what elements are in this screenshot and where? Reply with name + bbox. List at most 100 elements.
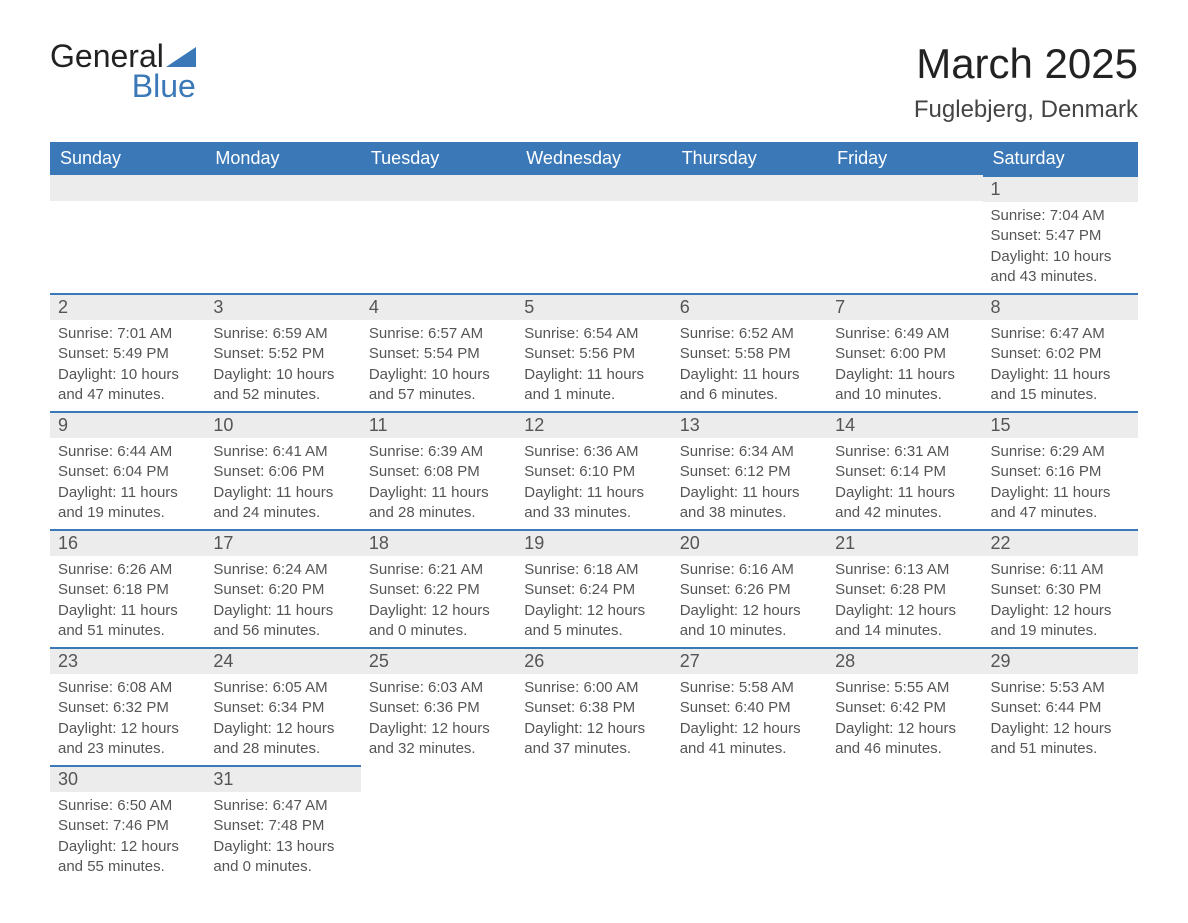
day-body bbox=[516, 201, 671, 211]
calendar-cell: 2Sunrise: 7:01 AMSunset: 5:49 PMDaylight… bbox=[50, 293, 205, 411]
weekday-header: Saturday bbox=[983, 142, 1138, 175]
day-number: 1 bbox=[983, 175, 1138, 202]
day-body: Sunrise: 6:59 AMSunset: 5:52 PMDaylight:… bbox=[205, 320, 360, 411]
calendar-cell: 1Sunrise: 7:04 AMSunset: 5:47 PMDaylight… bbox=[983, 175, 1138, 293]
day-line: Sunset: 6:20 PM bbox=[213, 580, 352, 600]
day-number: 30 bbox=[50, 765, 205, 792]
day-body bbox=[983, 791, 1138, 801]
day-line: Sunrise: 6:47 AM bbox=[991, 324, 1130, 344]
logo: General Blue bbox=[50, 40, 196, 102]
day-line: Sunrise: 6:31 AM bbox=[835, 442, 974, 462]
calendar-cell: 9Sunrise: 6:44 AMSunset: 6:04 PMDaylight… bbox=[50, 411, 205, 529]
day-line: Sunset: 6:02 PM bbox=[991, 344, 1130, 364]
day-line: Sunrise: 6:57 AM bbox=[369, 324, 508, 344]
day-body: Sunrise: 6:50 AMSunset: 7:46 PMDaylight:… bbox=[50, 792, 205, 883]
day-line: Sunset: 6:12 PM bbox=[680, 462, 819, 482]
day-number: 18 bbox=[361, 529, 516, 556]
weekday-header: Friday bbox=[827, 142, 982, 175]
day-line: Sunset: 6:30 PM bbox=[991, 580, 1130, 600]
day-line: Daylight: 11 hours and 15 minutes. bbox=[991, 365, 1130, 406]
day-line: Sunset: 7:48 PM bbox=[213, 816, 352, 836]
day-line: Daylight: 12 hours and 14 minutes. bbox=[835, 601, 974, 642]
day-number: 12 bbox=[516, 411, 671, 438]
calendar-row: 30Sunrise: 6:50 AMSunset: 7:46 PMDayligh… bbox=[50, 765, 1138, 883]
calendar-cell: 4Sunrise: 6:57 AMSunset: 5:54 PMDaylight… bbox=[361, 293, 516, 411]
day-body: Sunrise: 6:03 AMSunset: 6:36 PMDaylight:… bbox=[361, 674, 516, 765]
calendar-row: 9Sunrise: 6:44 AMSunset: 6:04 PMDaylight… bbox=[50, 411, 1138, 529]
day-line: Sunrise: 5:55 AM bbox=[835, 678, 974, 698]
calendar-cell: 5Sunrise: 6:54 AMSunset: 5:56 PMDaylight… bbox=[516, 293, 671, 411]
weekday-header: Monday bbox=[205, 142, 360, 175]
day-line: Daylight: 11 hours and 24 minutes. bbox=[213, 483, 352, 524]
day-line: Sunset: 5:58 PM bbox=[680, 344, 819, 364]
day-line: Sunrise: 7:01 AM bbox=[58, 324, 197, 344]
day-line: Sunrise: 6:52 AM bbox=[680, 324, 819, 344]
calendar-cell: 15Sunrise: 6:29 AMSunset: 6:16 PMDayligh… bbox=[983, 411, 1138, 529]
calendar-cell bbox=[672, 765, 827, 883]
day-number: 27 bbox=[672, 647, 827, 674]
day-number: 17 bbox=[205, 529, 360, 556]
calendar-cell bbox=[361, 765, 516, 883]
day-line: Sunrise: 6:41 AM bbox=[213, 442, 352, 462]
day-number: 13 bbox=[672, 411, 827, 438]
day-line: Daylight: 10 hours and 43 minutes. bbox=[991, 247, 1130, 288]
day-body bbox=[672, 201, 827, 211]
calendar-row: 2Sunrise: 7:01 AMSunset: 5:49 PMDaylight… bbox=[50, 293, 1138, 411]
day-body: Sunrise: 7:01 AMSunset: 5:49 PMDaylight:… bbox=[50, 320, 205, 411]
day-number bbox=[672, 765, 827, 791]
day-line: Daylight: 12 hours and 19 minutes. bbox=[991, 601, 1130, 642]
logo-text-blue: Blue bbox=[50, 70, 196, 102]
day-number: 2 bbox=[50, 293, 205, 320]
day-line: Daylight: 11 hours and 56 minutes. bbox=[213, 601, 352, 642]
calendar-cell: 14Sunrise: 6:31 AMSunset: 6:14 PMDayligh… bbox=[827, 411, 982, 529]
day-line: Sunrise: 6:26 AM bbox=[58, 560, 197, 580]
calendar-cell: 30Sunrise: 6:50 AMSunset: 7:46 PMDayligh… bbox=[50, 765, 205, 883]
calendar-cell: 12Sunrise: 6:36 AMSunset: 6:10 PMDayligh… bbox=[516, 411, 671, 529]
day-body: Sunrise: 6:54 AMSunset: 5:56 PMDaylight:… bbox=[516, 320, 671, 411]
calendar-cell: 29Sunrise: 5:53 AMSunset: 6:44 PMDayligh… bbox=[983, 647, 1138, 765]
day-line: Sunset: 6:00 PM bbox=[835, 344, 974, 364]
title-block: March 2025 Fuglebjerg, Denmark bbox=[914, 40, 1138, 124]
day-line: Sunrise: 6:49 AM bbox=[835, 324, 974, 344]
day-line: Sunset: 6:22 PM bbox=[369, 580, 508, 600]
day-number: 8 bbox=[983, 293, 1138, 320]
day-line: Sunset: 5:49 PM bbox=[58, 344, 197, 364]
day-body: Sunrise: 6:00 AMSunset: 6:38 PMDaylight:… bbox=[516, 674, 671, 765]
day-line: Sunrise: 6:34 AM bbox=[680, 442, 819, 462]
day-number: 5 bbox=[516, 293, 671, 320]
day-line: Daylight: 10 hours and 52 minutes. bbox=[213, 365, 352, 406]
day-line: Daylight: 11 hours and 6 minutes. bbox=[680, 365, 819, 406]
title-month: March 2025 bbox=[914, 40, 1138, 88]
calendar-cell: 21Sunrise: 6:13 AMSunset: 6:28 PMDayligh… bbox=[827, 529, 982, 647]
calendar-cell: 22Sunrise: 6:11 AMSunset: 6:30 PMDayligh… bbox=[983, 529, 1138, 647]
calendar-cell bbox=[50, 175, 205, 293]
calendar-row: 23Sunrise: 6:08 AMSunset: 6:32 PMDayligh… bbox=[50, 647, 1138, 765]
day-line: Sunrise: 6:24 AM bbox=[213, 560, 352, 580]
day-line: Sunset: 6:42 PM bbox=[835, 698, 974, 718]
calendar-row: 1Sunrise: 7:04 AMSunset: 5:47 PMDaylight… bbox=[50, 175, 1138, 293]
calendar-cell bbox=[983, 765, 1138, 883]
day-body: Sunrise: 6:13 AMSunset: 6:28 PMDaylight:… bbox=[827, 556, 982, 647]
day-line: Daylight: 11 hours and 33 minutes. bbox=[524, 483, 663, 524]
day-line: Daylight: 12 hours and 5 minutes. bbox=[524, 601, 663, 642]
day-line: Daylight: 13 hours and 0 minutes. bbox=[213, 837, 352, 878]
day-body bbox=[361, 791, 516, 801]
day-line: Sunset: 6:34 PM bbox=[213, 698, 352, 718]
calendar-cell: 7Sunrise: 6:49 AMSunset: 6:00 PMDaylight… bbox=[827, 293, 982, 411]
calendar-cell bbox=[827, 175, 982, 293]
day-body: Sunrise: 6:52 AMSunset: 5:58 PMDaylight:… bbox=[672, 320, 827, 411]
day-line: Sunrise: 6:36 AM bbox=[524, 442, 663, 462]
day-number: 28 bbox=[827, 647, 982, 674]
day-body: Sunrise: 6:47 AMSunset: 7:48 PMDaylight:… bbox=[205, 792, 360, 883]
day-line: Daylight: 12 hours and 23 minutes. bbox=[58, 719, 197, 760]
day-number bbox=[361, 765, 516, 791]
day-line: Sunset: 6:32 PM bbox=[58, 698, 197, 718]
calendar-cell: 3Sunrise: 6:59 AMSunset: 5:52 PMDaylight… bbox=[205, 293, 360, 411]
day-number: 14 bbox=[827, 411, 982, 438]
day-number bbox=[205, 175, 360, 201]
calendar-cell bbox=[205, 175, 360, 293]
day-line: Daylight: 11 hours and 19 minutes. bbox=[58, 483, 197, 524]
calendar-cell bbox=[516, 175, 671, 293]
day-line: Sunrise: 6:59 AM bbox=[213, 324, 352, 344]
title-location: Fuglebjerg, Denmark bbox=[914, 96, 1138, 124]
